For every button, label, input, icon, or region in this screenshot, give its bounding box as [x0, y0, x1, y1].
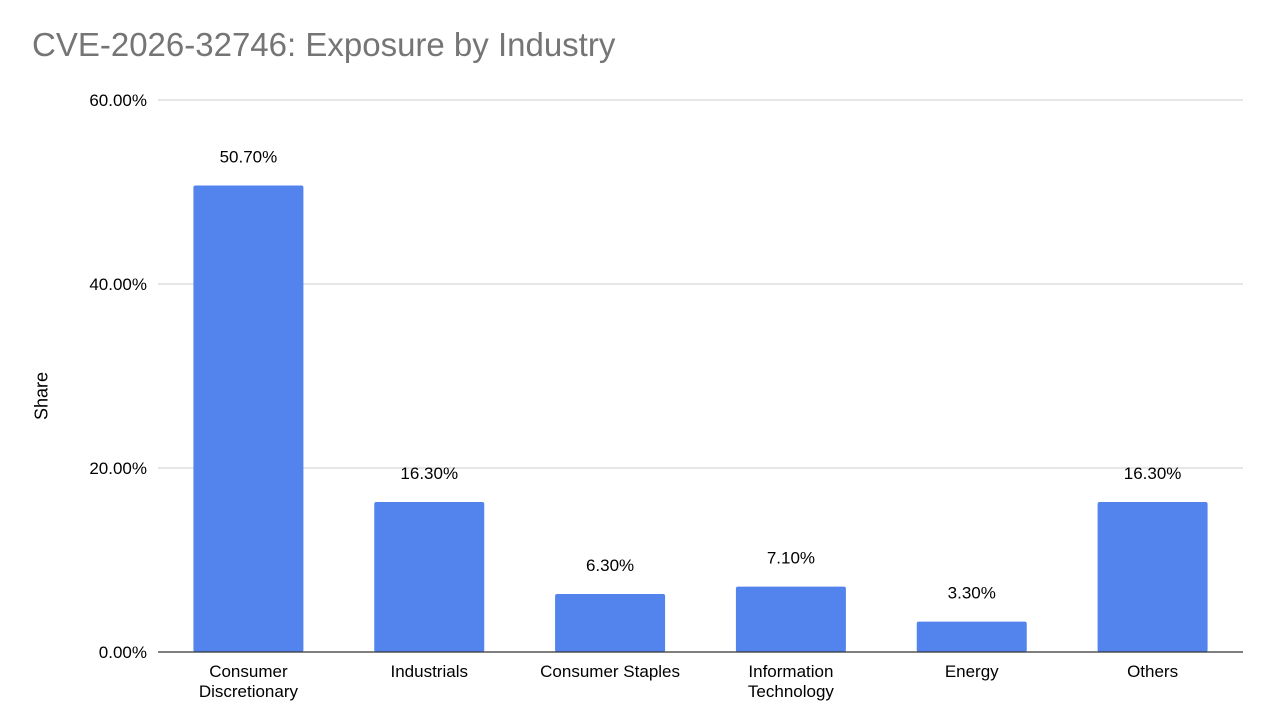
- bars: [193, 185, 1208, 652]
- y-tick-label: 60.00%: [89, 91, 147, 110]
- data-label: 16.30%: [1124, 464, 1182, 483]
- data-label: 16.30%: [400, 464, 458, 483]
- x-tick-label: Energy: [945, 662, 999, 681]
- data-label: 50.70%: [220, 148, 278, 167]
- x-tick-label: Industrials: [391, 662, 468, 681]
- data-labels: 50.70% 16.30% 6.30% 7.10% 3.30% 16.30%: [220, 148, 1182, 603]
- data-label: 7.10%: [767, 549, 815, 568]
- chart-title: CVE-2026-32746: Exposure by Industry: [32, 26, 616, 63]
- bar: [555, 594, 666, 652]
- x-tick-label: Consumer Staples: [540, 662, 680, 681]
- x-tick-label: Consumer: [209, 662, 288, 681]
- data-label: 3.30%: [948, 584, 996, 603]
- bar: [193, 185, 304, 652]
- bar: [916, 621, 1027, 652]
- gridlines: [158, 99, 1243, 469]
- y-tick-label: 40.00%: [89, 275, 147, 294]
- bar: [735, 586, 846, 652]
- x-tick-label: Discretionary: [199, 682, 299, 701]
- y-tick-label: 0.00%: [99, 643, 147, 662]
- bar: [374, 502, 485, 652]
- y-tick-label: 20.00%: [89, 459, 147, 478]
- y-axis-tick-labels: 0.00% 20.00% 40.00% 60.00%: [89, 91, 147, 662]
- x-tick-label: Others: [1127, 662, 1178, 681]
- bar: [1097, 502, 1208, 652]
- x-tick-label: Technology: [748, 682, 835, 701]
- x-tick-label: Information: [748, 662, 833, 681]
- data-label: 6.30%: [586, 556, 634, 575]
